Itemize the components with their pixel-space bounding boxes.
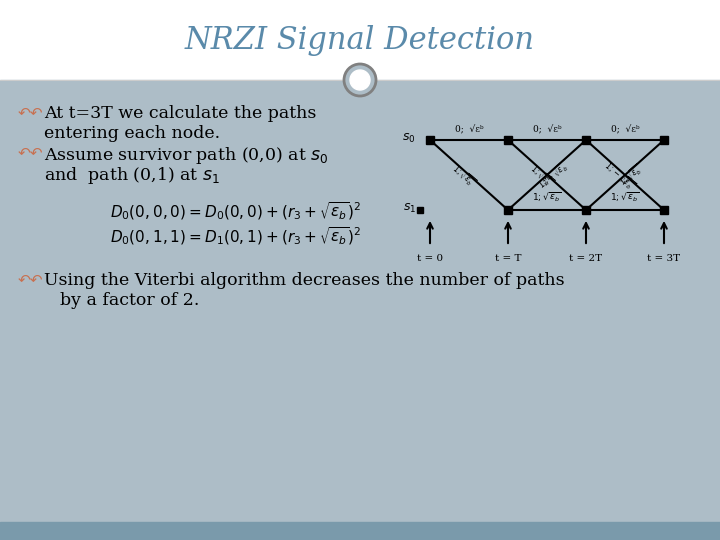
- Text: entering each node.: entering each node.: [44, 125, 220, 142]
- Text: 0;  √εᵇ: 0; √εᵇ: [455, 125, 483, 134]
- Bar: [0, 80, 720, 522]
- Circle shape: [350, 70, 370, 90]
- Text: $1; \sqrt{\varepsilon_b}$: $1; \sqrt{\varepsilon_b}$: [449, 161, 477, 188]
- Text: $s_0$: $s_0$: [402, 131, 416, 145]
- Text: NRZI Signal Detection: NRZI Signal Detection: [185, 24, 535, 56]
- Text: t = 0: t = 0: [417, 254, 443, 263]
- Text: Assume survivor path (0,0) at $s_0$: Assume survivor path (0,0) at $s_0$: [44, 145, 328, 166]
- Bar: [0, 522, 720, 540]
- Text: ↶↶: ↶↶: [18, 105, 43, 120]
- Text: Using the Viterbi algorithm decreases the number of paths: Using the Viterbi algorithm decreases th…: [44, 272, 564, 289]
- Text: by a factor of 2.: by a factor of 2.: [60, 292, 199, 309]
- Text: At t=3T we calculate the paths: At t=3T we calculate the paths: [44, 105, 316, 122]
- Text: and  path (0,1) at $s_1$: and path (0,1) at $s_1$: [44, 165, 220, 186]
- Text: $1; \sqrt{\varepsilon_b}$: $1; \sqrt{\varepsilon_b}$: [532, 191, 562, 204]
- Text: $1; \sqrt{\varepsilon_b}$: $1; \sqrt{\varepsilon_b}$: [616, 161, 645, 188]
- Text: $D_0(0,0,0) = D_0(0,0) + (r_3 + \sqrt{\varepsilon_b})^2$: $D_0(0,0,0) = D_0(0,0) + (r_3 + \sqrt{\v…: [110, 200, 361, 221]
- Text: $1; \sqrt{\varepsilon_b}$: $1; \sqrt{\varepsilon_b}$: [526, 161, 555, 188]
- Text: $s_1$: $s_1$: [402, 201, 416, 214]
- Text: 0;  √εᵇ: 0; √εᵇ: [611, 125, 639, 134]
- Text: $D_0(0,1,1) = D_1(0,1) + (r_3 + \sqrt{\varepsilon_b})^2$: $D_0(0,1,1) = D_1(0,1) + (r_3 + \sqrt{\v…: [110, 225, 361, 247]
- Text: $1; -\sqrt{\varepsilon_b}$: $1; -\sqrt{\varepsilon_b}$: [535, 158, 571, 192]
- Text: $1; \sqrt{\varepsilon_b}$: $1; \sqrt{\varepsilon_b}$: [610, 191, 640, 204]
- Text: ↶↶: ↶↶: [18, 145, 43, 160]
- Text: t = 2T: t = 2T: [570, 254, 603, 263]
- Text: 0;  √εᵇ: 0; √εᵇ: [533, 125, 562, 134]
- Text: $1; -\sqrt{\varepsilon_b}$: $1; -\sqrt{\varepsilon_b}$: [601, 158, 637, 192]
- Text: t = T: t = T: [495, 254, 521, 263]
- Circle shape: [344, 64, 376, 96]
- Text: t = 3T: t = 3T: [647, 254, 680, 263]
- Text: ↶↶: ↶↶: [18, 272, 43, 287]
- Bar: [0, 0, 720, 80]
